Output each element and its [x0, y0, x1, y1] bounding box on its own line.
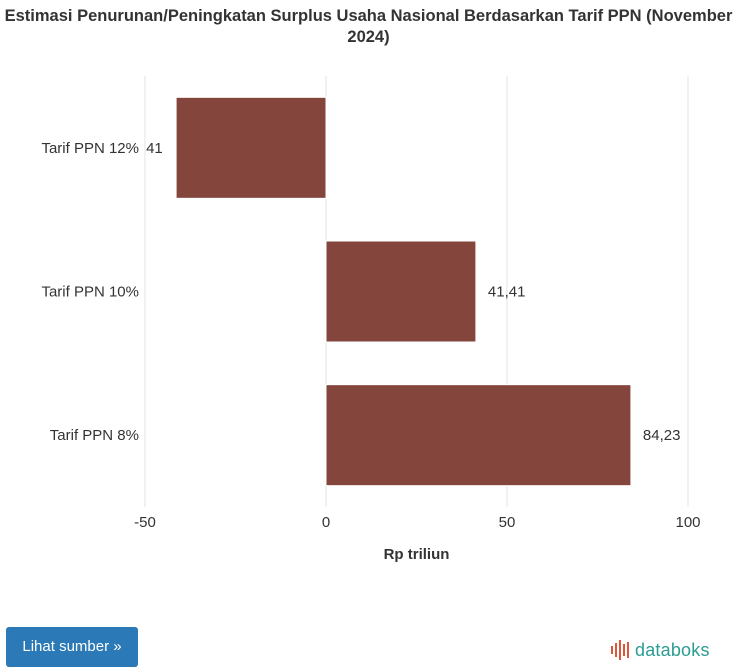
view-source-button[interactable]: Lihat sumber »: [6, 627, 138, 667]
x-axis-title: Rp triliun: [384, 546, 450, 563]
data-label: 41,41: [488, 284, 526, 301]
data-label: 84,23: [643, 427, 681, 444]
bars: [175, 96, 632, 487]
chart-title: Estimasi Penurunan/Peningkatan Surplus U…: [4, 7, 733, 46]
category-labels: Tarif PPN 12% Tarif PPN 10% Tarif PPN 8%: [41, 140, 139, 444]
category-label: Tarif PPN 10%: [41, 284, 139, 301]
bar[interactable]: [325, 384, 632, 487]
logo-bar: [619, 640, 621, 660]
databoks-logo-icon: [611, 640, 629, 660]
category-label: Tarif PPN 8%: [50, 427, 139, 444]
x-tick-label: 100: [675, 514, 700, 531]
x-tick-label: 0: [322, 514, 330, 531]
bar[interactable]: [325, 240, 477, 343]
logo-bar: [623, 644, 625, 656]
category-label: Tarif PPN 12%: [41, 140, 139, 157]
x-tick-label: -50: [134, 514, 156, 531]
x-tick-labels: -50 0 50 100: [134, 514, 700, 531]
logo-bar: [611, 646, 613, 654]
bar[interactable]: [175, 96, 327, 199]
logo-bar: [627, 642, 629, 658]
logo-bar: [615, 643, 617, 657]
data-label: 41: [146, 140, 163, 157]
x-tick-label: 50: [499, 514, 516, 531]
bar-chart: Tarif PPN 12% Tarif PPN 10% Tarif PPN 8% 4…: [41, 76, 701, 563]
brand-name: databoks: [635, 639, 710, 660]
data-labels: 41 41,41 84,23: [146, 140, 680, 444]
databoks-logo[interactable]: databoks: [610, 638, 710, 662]
